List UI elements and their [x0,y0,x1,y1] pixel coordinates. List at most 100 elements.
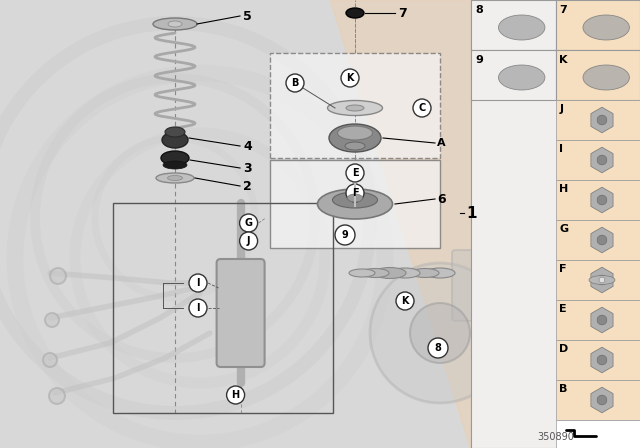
Circle shape [239,214,258,232]
Polygon shape [591,267,613,293]
Polygon shape [591,387,613,413]
Polygon shape [591,347,613,373]
Circle shape [370,263,510,403]
Text: 1: 1 [466,206,477,220]
Text: E: E [352,168,358,178]
Bar [471,0,640,448]
Circle shape [189,299,207,317]
Circle shape [346,184,364,202]
Circle shape [428,338,448,358]
Polygon shape [591,307,613,333]
Text: 3: 3 [243,161,252,175]
Ellipse shape [337,126,372,140]
Bar [556,50,640,100]
Ellipse shape [583,15,629,40]
Bar [270,160,440,248]
Text: 350890: 350890 [537,432,574,442]
Text: 8: 8 [435,343,442,353]
Text: I: I [196,278,200,288]
Text: 7: 7 [559,5,567,15]
Circle shape [286,74,304,92]
Circle shape [239,232,258,250]
Polygon shape [591,187,613,213]
Text: 4: 4 [243,139,252,152]
Circle shape [597,115,607,125]
Bar [556,260,640,300]
Bar [556,220,640,260]
Circle shape [43,353,57,367]
Ellipse shape [163,161,187,169]
Polygon shape [591,107,613,133]
Text: H: H [559,184,569,194]
Bar [556,300,640,340]
Circle shape [45,313,59,327]
Circle shape [413,99,431,117]
Ellipse shape [390,268,420,278]
Text: 9: 9 [342,230,348,240]
Text: H: H [232,390,239,400]
Circle shape [599,277,605,283]
Text: D: D [559,344,569,354]
Ellipse shape [168,176,182,181]
Text: B: B [559,384,568,394]
Circle shape [597,155,607,165]
Ellipse shape [165,127,185,137]
Text: K: K [346,73,354,83]
Text: F: F [559,264,567,274]
Text: 7: 7 [398,7,407,20]
Ellipse shape [317,189,392,219]
Text: K: K [559,55,568,65]
Bar [113,203,333,413]
Text: B: B [291,78,299,88]
Ellipse shape [168,21,182,27]
Text: J: J [559,104,563,114]
Circle shape [346,164,364,182]
Bar [471,0,556,50]
Polygon shape [591,147,613,173]
Ellipse shape [361,268,389,277]
Ellipse shape [162,132,188,148]
Text: J: J [247,236,250,246]
Text: E: E [559,304,567,314]
Ellipse shape [346,105,364,111]
Circle shape [50,268,66,284]
FancyBboxPatch shape [452,250,508,321]
Ellipse shape [583,65,629,90]
Ellipse shape [153,18,197,30]
Bar [556,0,640,50]
Bar [556,420,640,448]
Circle shape [597,355,607,365]
Text: 2: 2 [243,180,252,193]
Circle shape [189,274,207,292]
Bar [556,100,640,140]
Text: G: G [244,218,253,228]
Bar [556,380,640,420]
Bar [471,50,556,100]
Text: F: F [352,188,358,198]
Text: I: I [196,303,200,313]
Bar [270,53,440,158]
Ellipse shape [161,151,189,165]
Text: K: K [401,296,409,306]
Ellipse shape [333,192,378,208]
Text: 5: 5 [243,9,252,22]
Circle shape [597,235,607,245]
Bar [556,140,640,180]
Bar [556,340,640,380]
Ellipse shape [346,8,364,18]
Ellipse shape [411,268,439,277]
Text: G: G [559,224,568,234]
Text: I: I [559,144,563,154]
Ellipse shape [499,65,545,90]
Ellipse shape [589,276,615,284]
Ellipse shape [499,15,545,40]
Text: C: C [419,103,426,113]
Circle shape [227,386,244,404]
Text: A: A [437,138,445,148]
Text: 8: 8 [475,5,483,15]
Circle shape [396,292,414,310]
Ellipse shape [349,269,375,277]
Circle shape [597,195,607,205]
Ellipse shape [329,124,381,152]
Polygon shape [330,0,640,448]
